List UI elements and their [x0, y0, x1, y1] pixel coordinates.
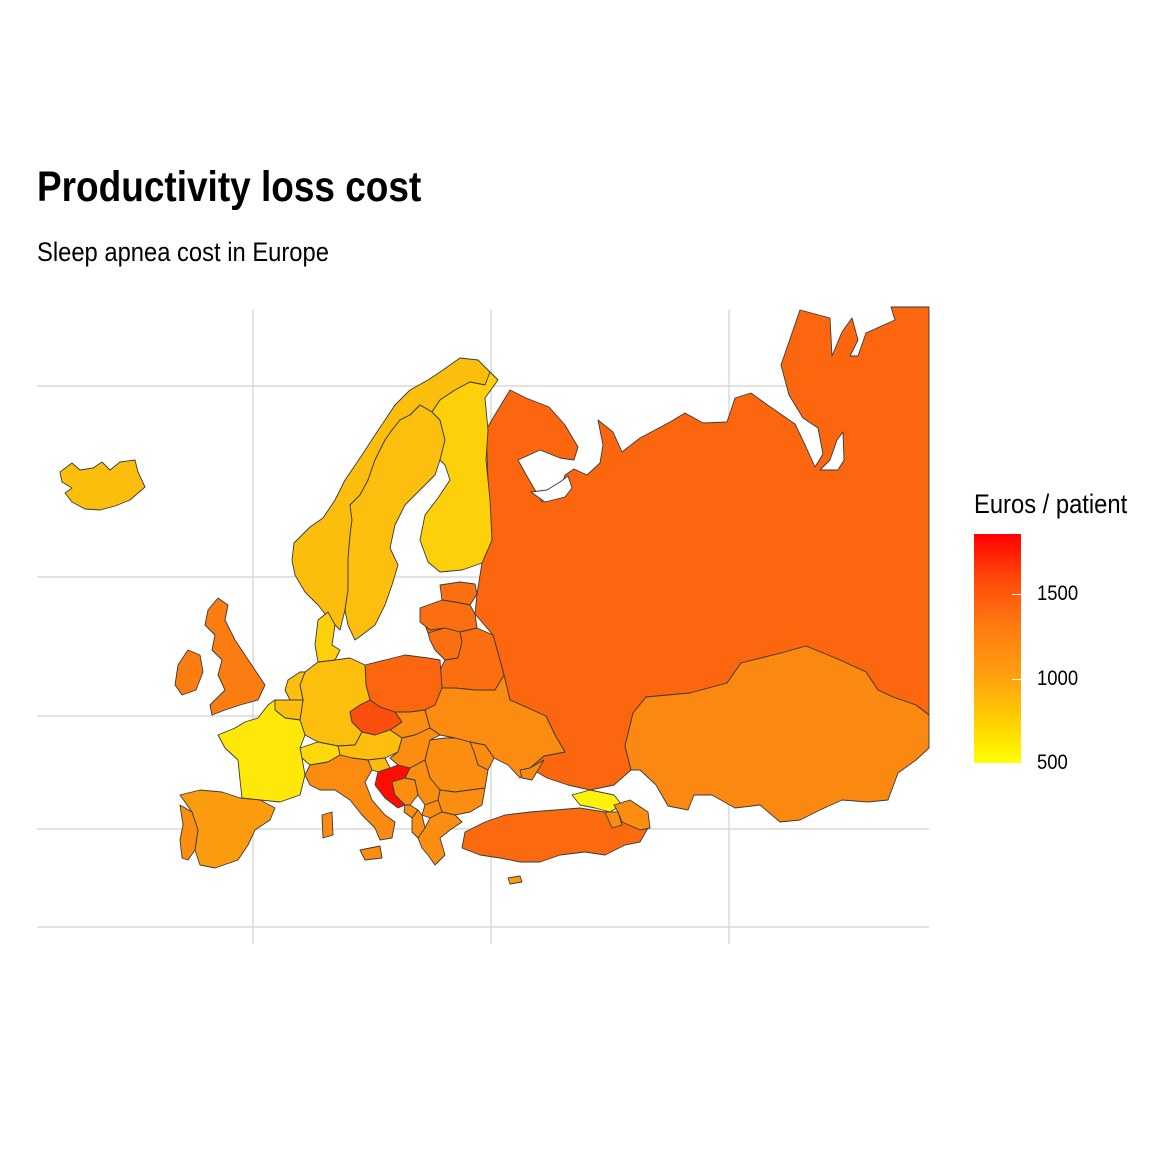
legend-tick-1000: 1000: [1037, 667, 1079, 690]
country-armenia: [604, 811, 623, 829]
yamal-gap: [819, 431, 845, 471]
legend-tick-1500: 1500: [1037, 582, 1079, 605]
country-sweden: [344, 404, 446, 641]
legend-title: Euros / patient: [974, 489, 1128, 519]
country-uk: [204, 597, 266, 716]
country-germany: [299, 657, 371, 747]
legend-tickmark-1500: [1012, 594, 1021, 595]
country-sicily: [359, 845, 383, 861]
country-italy: [304, 754, 396, 841]
countries: [59, 306, 930, 885]
country-kazakhstan: [624, 645, 930, 823]
country-crimea: [519, 759, 545, 781]
country-lithuania: [427, 627, 463, 661]
country-poland: [364, 654, 443, 713]
legend-tickmark-1000: [1012, 679, 1021, 680]
country-portugal: [179, 804, 199, 861]
legend-tickmark-500: [1012, 763, 1021, 764]
country-latvia: [419, 599, 478, 633]
legend-tick-500: 500: [1037, 751, 1068, 774]
country-turkey: [461, 807, 649, 863]
legend-colorbar: [974, 534, 1021, 763]
country-sardinia: [321, 811, 334, 839]
map-title: Productivity loss cost: [37, 163, 422, 211]
country-iceland: [59, 459, 146, 511]
country-azerbaijan: [613, 799, 651, 831]
white-sea-gap: [530, 475, 573, 503]
country-netherlands: [284, 671, 306, 701]
country-denmark: [314, 611, 341, 663]
country-finland: [419, 371, 499, 573]
country-ireland: [174, 649, 204, 696]
map-subtitle: Sleep apnea cost in Europe: [37, 237, 329, 267]
country-bulgaria: [437, 787, 486, 816]
country-france: [217, 699, 306, 803]
country-greece: [417, 811, 463, 866]
country-cyprus: [507, 875, 523, 885]
